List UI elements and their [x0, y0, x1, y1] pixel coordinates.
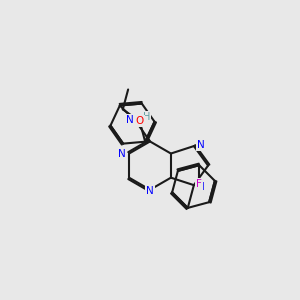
Text: H: H [143, 112, 150, 122]
Text: N: N [126, 115, 134, 125]
Text: O: O [136, 116, 144, 126]
Text: N: N [146, 186, 154, 196]
Text: N: N [118, 148, 126, 158]
Text: N: N [197, 140, 205, 150]
Text: F: F [196, 179, 202, 189]
Text: N: N [197, 182, 205, 192]
